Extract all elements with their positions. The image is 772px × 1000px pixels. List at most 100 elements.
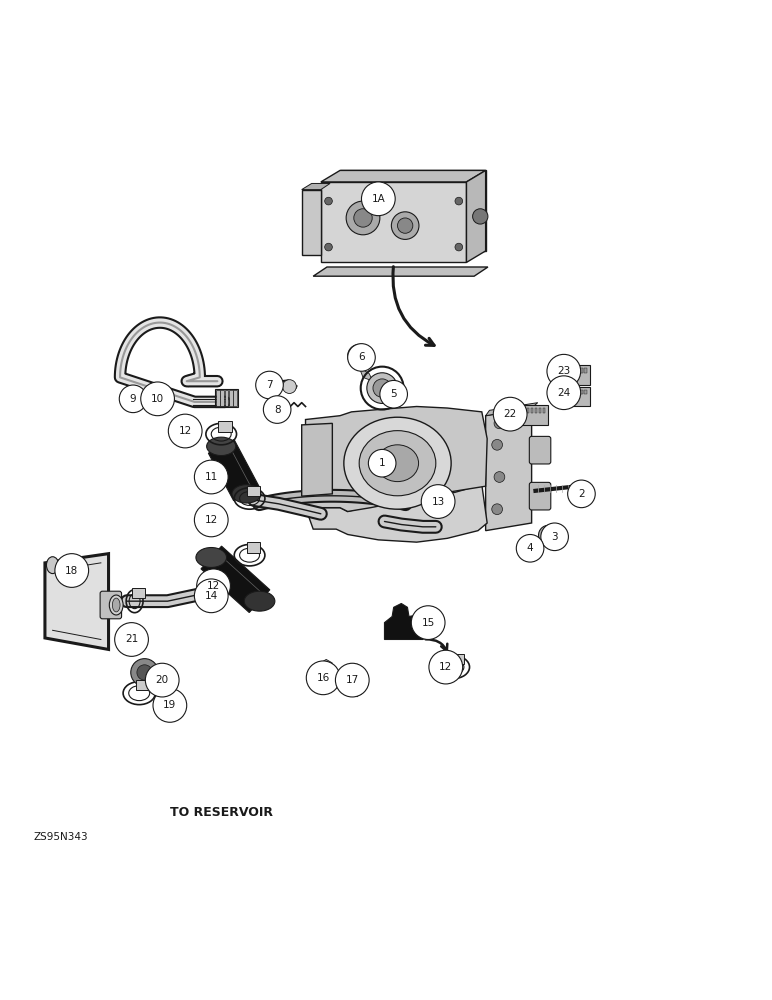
- Polygon shape: [302, 183, 330, 190]
- FancyBboxPatch shape: [218, 421, 232, 432]
- FancyBboxPatch shape: [554, 387, 590, 406]
- Text: ZS95N343: ZS95N343: [33, 832, 88, 842]
- FancyBboxPatch shape: [233, 390, 237, 406]
- Circle shape: [373, 379, 391, 397]
- Circle shape: [120, 385, 147, 413]
- Polygon shape: [313, 267, 488, 276]
- FancyBboxPatch shape: [225, 390, 229, 406]
- Text: 14: 14: [205, 591, 218, 601]
- Circle shape: [547, 354, 581, 388]
- FancyBboxPatch shape: [131, 588, 145, 598]
- Ellipse shape: [377, 445, 418, 482]
- Polygon shape: [384, 603, 431, 639]
- Text: 4: 4: [527, 543, 533, 553]
- FancyBboxPatch shape: [136, 680, 150, 690]
- Circle shape: [115, 623, 148, 656]
- Polygon shape: [201, 546, 270, 613]
- Ellipse shape: [232, 485, 261, 503]
- Ellipse shape: [46, 557, 59, 574]
- Circle shape: [539, 525, 558, 545]
- FancyBboxPatch shape: [450, 654, 464, 664]
- Circle shape: [325, 197, 333, 205]
- Ellipse shape: [113, 598, 120, 612]
- FancyBboxPatch shape: [581, 368, 583, 373]
- Circle shape: [55, 554, 89, 587]
- FancyBboxPatch shape: [560, 368, 563, 373]
- FancyBboxPatch shape: [564, 368, 567, 373]
- Circle shape: [195, 579, 228, 613]
- Polygon shape: [321, 170, 486, 182]
- Circle shape: [256, 371, 283, 399]
- Text: 22: 22: [503, 409, 516, 419]
- Text: 17: 17: [346, 675, 359, 685]
- Circle shape: [524, 541, 537, 554]
- FancyBboxPatch shape: [519, 408, 521, 413]
- Polygon shape: [302, 190, 321, 255]
- Ellipse shape: [207, 437, 235, 456]
- Text: 12: 12: [207, 581, 220, 591]
- Polygon shape: [321, 182, 466, 262]
- FancyBboxPatch shape: [527, 408, 529, 413]
- Circle shape: [492, 504, 503, 515]
- Circle shape: [367, 373, 398, 403]
- FancyBboxPatch shape: [564, 390, 567, 394]
- Circle shape: [361, 182, 395, 216]
- Circle shape: [411, 606, 445, 639]
- FancyBboxPatch shape: [539, 408, 541, 413]
- Ellipse shape: [344, 417, 451, 509]
- Circle shape: [541, 523, 568, 551]
- FancyBboxPatch shape: [229, 390, 232, 406]
- Text: 1: 1: [379, 458, 385, 468]
- Ellipse shape: [359, 431, 436, 496]
- Text: 20: 20: [156, 675, 169, 685]
- Circle shape: [368, 449, 396, 477]
- Text: 24: 24: [557, 388, 571, 398]
- Text: TO RESERVOIR: TO RESERVOIR: [170, 806, 273, 819]
- Ellipse shape: [196, 548, 226, 567]
- Circle shape: [347, 344, 371, 367]
- Polygon shape: [351, 664, 363, 678]
- Text: 16: 16: [317, 673, 330, 683]
- Circle shape: [494, 472, 505, 482]
- Circle shape: [130, 659, 158, 686]
- Text: 18: 18: [65, 566, 79, 576]
- Circle shape: [429, 650, 462, 684]
- Circle shape: [197, 569, 230, 603]
- FancyBboxPatch shape: [246, 542, 260, 553]
- Text: 10: 10: [151, 394, 164, 404]
- Circle shape: [398, 218, 413, 233]
- Circle shape: [335, 663, 369, 697]
- Circle shape: [455, 243, 462, 251]
- Circle shape: [472, 209, 488, 224]
- FancyBboxPatch shape: [221, 390, 224, 406]
- FancyBboxPatch shape: [543, 408, 545, 413]
- Polygon shape: [486, 408, 532, 531]
- FancyBboxPatch shape: [531, 408, 533, 413]
- Circle shape: [168, 414, 202, 448]
- Circle shape: [516, 534, 544, 562]
- FancyBboxPatch shape: [216, 390, 220, 406]
- FancyBboxPatch shape: [576, 368, 578, 373]
- FancyBboxPatch shape: [246, 486, 260, 496]
- Polygon shape: [302, 423, 333, 496]
- Text: 6: 6: [358, 352, 365, 362]
- Ellipse shape: [244, 591, 275, 611]
- Polygon shape: [306, 485, 487, 542]
- Polygon shape: [359, 367, 373, 381]
- Circle shape: [493, 397, 527, 431]
- FancyBboxPatch shape: [572, 368, 574, 373]
- Text: 12: 12: [178, 426, 191, 436]
- FancyBboxPatch shape: [535, 408, 537, 413]
- Circle shape: [325, 243, 333, 251]
- FancyBboxPatch shape: [530, 482, 550, 510]
- Circle shape: [141, 382, 174, 416]
- Circle shape: [153, 689, 187, 722]
- FancyBboxPatch shape: [530, 436, 550, 464]
- Circle shape: [263, 396, 291, 423]
- Circle shape: [353, 350, 365, 362]
- Circle shape: [543, 530, 554, 541]
- FancyBboxPatch shape: [556, 368, 558, 373]
- FancyBboxPatch shape: [513, 405, 548, 425]
- FancyBboxPatch shape: [584, 390, 587, 394]
- Circle shape: [145, 663, 179, 697]
